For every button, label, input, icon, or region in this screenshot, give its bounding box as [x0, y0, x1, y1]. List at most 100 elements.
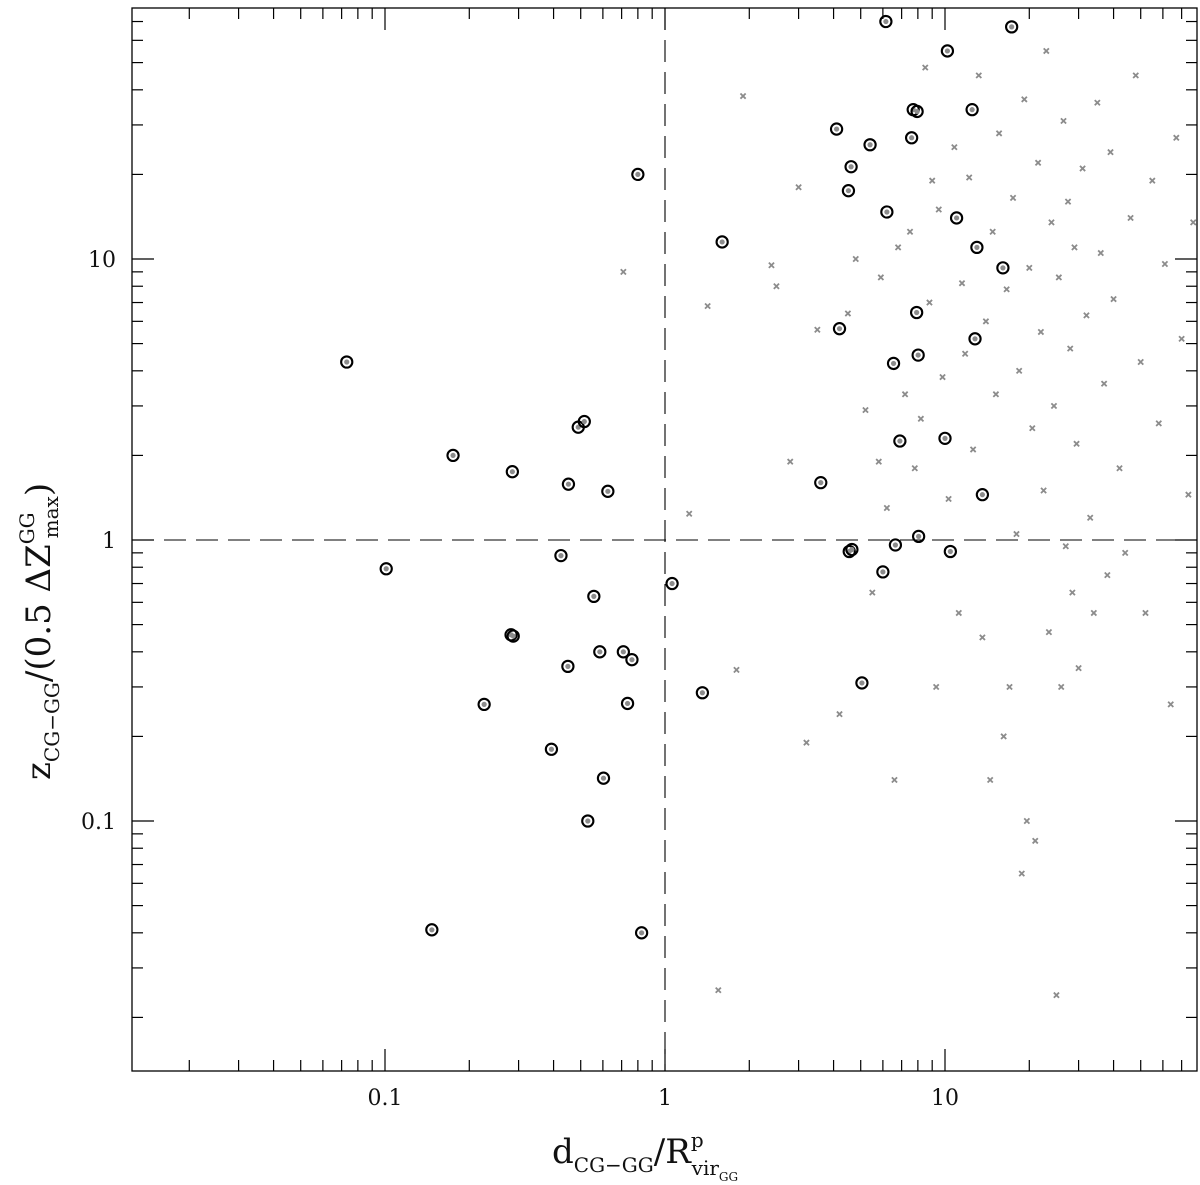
- scatter-point-x: [1075, 664, 1082, 672]
- scatter-point-x: [917, 415, 925, 423]
- scatter-point-circle: [975, 488, 990, 502]
- scatter-point-center: [972, 336, 978, 342]
- x-label-sup: p: [691, 1128, 704, 1152]
- scatter-point-x: [844, 310, 852, 317]
- scatter-point-x: [1050, 402, 1058, 410]
- scatter-point-circle: [625, 653, 639, 667]
- scatter-point-circle: [554, 548, 568, 563]
- scatter-point-x: [685, 510, 693, 517]
- y-label-sub2: max: [39, 495, 63, 538]
- scatter-point-center: [635, 171, 641, 178]
- scatter-point-x: [862, 406, 869, 414]
- scatter-point-x: [891, 776, 898, 784]
- scatter-point-x: [1127, 214, 1134, 222]
- scatter-point-x: [1073, 440, 1080, 448]
- scatter-point-x: [901, 391, 909, 398]
- scatter-point-circle: [845, 542, 859, 557]
- scatter-point-x: [951, 143, 958, 151]
- scatter-point-x: [883, 504, 891, 512]
- scatter-point-x: [1173, 134, 1180, 142]
- scatter-point-x: [939, 373, 946, 381]
- scatter-point-circle: [596, 771, 611, 785]
- scatter-point-center: [624, 700, 631, 707]
- scatter-point-x: [961, 350, 969, 358]
- scatter-point-center: [565, 663, 571, 669]
- scatter-point-circle: [715, 235, 729, 249]
- scatter-point-x: [1189, 219, 1197, 226]
- scatter-point-center: [880, 569, 886, 575]
- y-axis-label: zCG−GG/(0.5 ΔZGGmax): [15, 483, 64, 780]
- scatter-point-x: [926, 299, 933, 306]
- scatter-point-x: [1031, 837, 1039, 845]
- scatter-point-x: [715, 986, 722, 994]
- scatter-point-x: [869, 589, 876, 596]
- scatter-point-x: [955, 609, 963, 617]
- scatter-point-center: [429, 927, 435, 933]
- scatter-point-x: [1034, 159, 1042, 167]
- scatter-point-center: [916, 533, 922, 539]
- scatter-point-circle: [886, 356, 901, 371]
- scatter-point-center: [859, 680, 865, 686]
- scatter-point-center: [890, 360, 897, 367]
- scatter-point-x: [1045, 628, 1053, 636]
- scatter-point-x: [928, 177, 936, 184]
- scatter-point-x: [1149, 177, 1156, 184]
- scatter-point-center: [884, 209, 890, 215]
- scatter-point-circle: [949, 211, 964, 225]
- scatter-point-x: [1079, 165, 1086, 172]
- scatter-point-x: [795, 184, 802, 191]
- scatter-point-center: [558, 553, 564, 559]
- scatter-point-center: [669, 580, 675, 587]
- scatter-point-circle: [879, 14, 893, 29]
- scatter-point-x: [875, 458, 882, 465]
- scatter-point-x: [1097, 249, 1104, 257]
- scatter-point-center: [565, 481, 572, 487]
- scatter-point-x: [965, 174, 973, 181]
- scatter-point-x: [1116, 465, 1123, 472]
- plot-layer: [131, 7, 1198, 1072]
- scatter-point-x: [935, 206, 942, 213]
- scatter-point-x: [620, 268, 627, 276]
- scatter-point-x: [1132, 72, 1139, 79]
- scatter-point-x: [1100, 380, 1108, 387]
- scatter-point-center: [944, 48, 951, 54]
- scatter-point-x: [768, 262, 775, 269]
- scatter-point-center: [848, 164, 854, 170]
- scatter-point-x: [1155, 420, 1162, 427]
- x-label-sub: CG−GG: [574, 1153, 654, 1177]
- scatter-point-x: [1003, 286, 1010, 293]
- scatter-point-circle: [587, 589, 601, 604]
- scatter-point-center: [450, 452, 456, 459]
- scatter-point-center: [597, 649, 603, 655]
- y-label-main: z: [19, 762, 59, 780]
- scatter-point-circle: [477, 697, 491, 712]
- scatter-point-x: [1137, 358, 1144, 366]
- scatter-point-center: [969, 107, 975, 113]
- scatter-point-center: [591, 593, 597, 599]
- scatter-point-center: [1000, 265, 1006, 271]
- scatter-point-x: [1055, 274, 1063, 281]
- marks-layer: [340, 14, 1197, 999]
- scatter-point-circle: [340, 355, 354, 369]
- scatter-point-center: [639, 930, 645, 936]
- scatter-point-center: [953, 215, 960, 221]
- scatter-point-x: [1110, 295, 1117, 303]
- scatter-point-x: [1015, 367, 1023, 375]
- scatter-point-circle: [911, 348, 925, 362]
- scatter-point-x: [906, 228, 914, 236]
- scatter-point-circle: [844, 160, 858, 174]
- scatter-point-x: [836, 710, 843, 718]
- scatter-point-x: [1121, 549, 1129, 557]
- scatter-point-x: [1026, 264, 1033, 272]
- scatter-point-x: [1023, 817, 1031, 825]
- scatter-point-center: [915, 352, 921, 358]
- scatter-point-x: [1021, 96, 1028, 103]
- scatter-point-circle: [505, 465, 520, 479]
- y-label-rest: /(0.5 ΔZ: [19, 544, 59, 682]
- scatter-point-circle: [996, 261, 1010, 275]
- y-label-sup: GG: [15, 512, 39, 544]
- scatter-point-circle: [544, 742, 559, 756]
- scatter-point-x: [739, 92, 747, 100]
- scatter-point-circle: [561, 477, 576, 491]
